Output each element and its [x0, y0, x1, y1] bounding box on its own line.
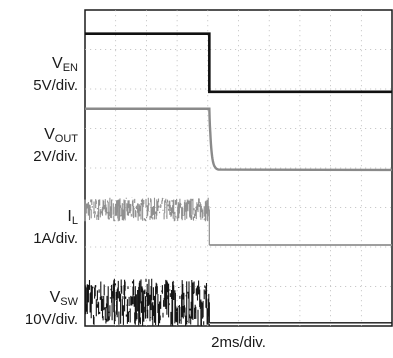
vout-channel-name: VOUT	[44, 126, 78, 145]
vsw-channel-name: VSW	[49, 289, 78, 308]
il-trace-before	[84, 197, 210, 222]
ven-label: VEN 5V/div.	[0, 55, 78, 94]
scope-grid	[85, 10, 392, 326]
vsw-label: VSW 10V/div.	[0, 289, 78, 328]
time-scale-label: 2ms/div.	[211, 334, 266, 351]
vout-scale: 2V/div.	[33, 148, 78, 165]
ven-scale: 5V/div.	[33, 77, 78, 94]
ven-trace	[85, 32, 392, 94]
il-label: IL 1A/div.	[0, 208, 78, 247]
vsw-scale: 10V/div.	[24, 311, 78, 328]
vout-trace	[85, 107, 393, 172]
waveform-traces	[84, 32, 393, 326]
il-channel-name: IL	[67, 208, 78, 227]
vout-label: VOUT 2V/div.	[0, 126, 78, 165]
vsw-trace-before	[84, 278, 210, 326]
ven-channel-name: VEN	[52, 55, 78, 74]
il-scale: 1A/div.	[33, 230, 78, 247]
